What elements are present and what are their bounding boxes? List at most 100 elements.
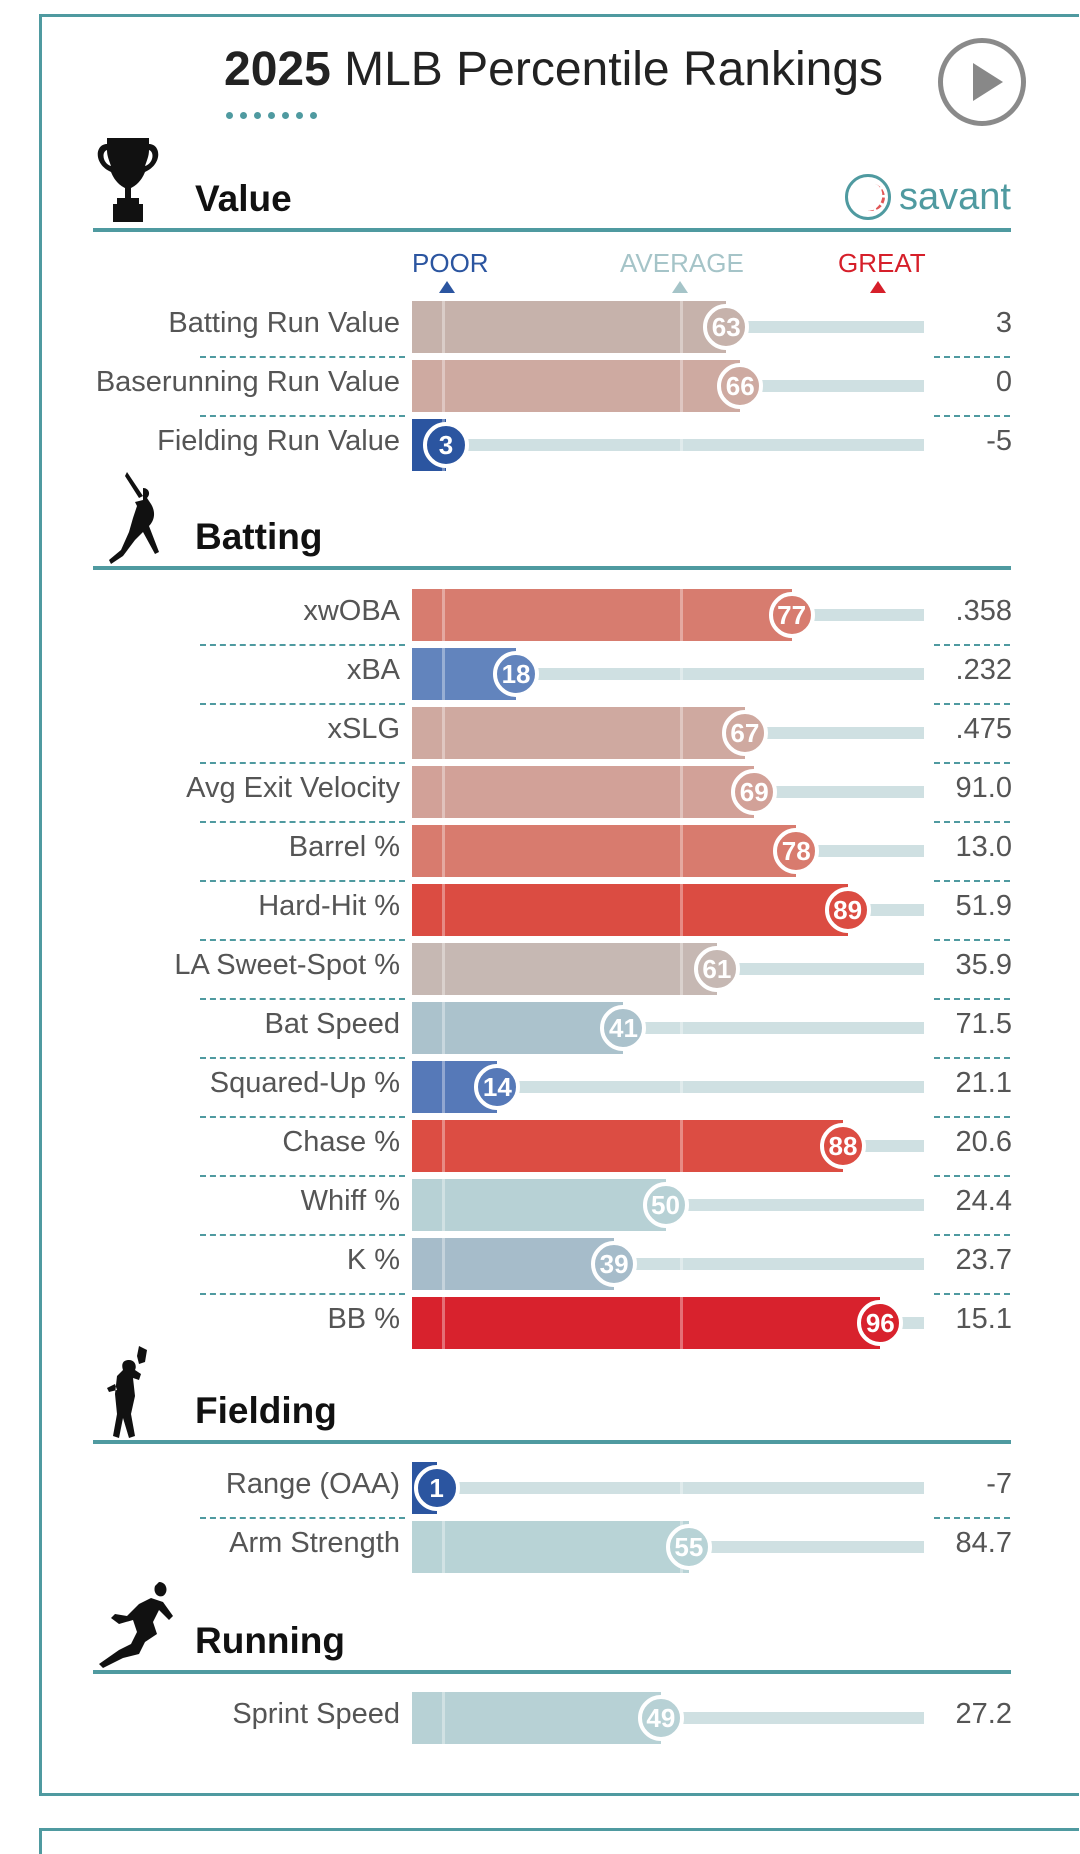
scale-average: AVERAGE [620,248,744,293]
percentile-badge: 14 [474,1064,521,1110]
scale-tick [680,589,683,641]
metric-name: Squared-Up % [209,1067,400,1099]
metric-name: Batting Run Value [168,307,400,339]
scale-tick [680,360,683,412]
percentile-badge: 18 [493,651,540,697]
scale-tick [442,589,445,641]
row-divider [934,415,1010,417]
metric-row[interactable]: Avg Exit Velocity 69 91.0 [0,766,1080,818]
row-divider [200,880,405,882]
metric-row[interactable]: xwOBA 77 .358 [0,589,1080,641]
percentile-track: 14 [412,1061,924,1113]
percentile-bar [412,1179,666,1231]
metric-row[interactable]: Range (OAA) 1 -7 [0,1462,1080,1514]
next-card [39,1828,1079,1854]
percentile-badge: 89 [824,887,871,933]
metric-value: .358 [955,595,1012,627]
scale-poor: POOR [412,248,489,293]
track-line [412,1482,924,1494]
percentile-track: 69 [412,766,924,818]
section-running: Running [93,1582,1011,1674]
percentile-bar [412,301,727,353]
metric-value: 15.1 [955,1303,1012,1335]
percentile-badge: 39 [591,1241,638,1287]
metric-row[interactable]: Baserunning Run Value 66 0 [0,360,1080,412]
scale-tick [442,1002,445,1054]
scale-tick [442,766,445,818]
trophy-icon [97,138,159,222]
metric-row[interactable]: Squared-Up % 14 21.1 [0,1061,1080,1113]
title-underline [226,112,317,119]
metric-name: K % [346,1244,400,1276]
metric-row[interactable]: Whiff % 50 24.4 [0,1179,1080,1231]
metric-value: 91.0 [955,772,1012,804]
scale-tick [442,943,445,995]
metric-row[interactable]: Batting Run Value 63 3 [0,301,1080,353]
metric-row[interactable]: Hard-Hit % 89 51.9 [0,884,1080,936]
metric-row[interactable]: Barrel % 78 13.0 [0,825,1080,877]
scale-tick [680,884,683,936]
row-divider [934,1517,1010,1519]
metric-value: 27.2 [955,1698,1012,1730]
section-label: Batting [195,516,323,557]
metric-name: Range (OAA) [225,1468,400,1500]
metric-row[interactable]: K % 39 23.7 [0,1238,1080,1290]
metric-row[interactable]: Chase % 88 20.6 [0,1120,1080,1172]
scale-tick [442,1297,445,1349]
percentile-track: 67 [412,707,924,759]
metric-row[interactable]: Bat Speed 41 71.5 [0,1002,1080,1054]
percentile-badge: 69 [731,769,778,815]
metric-value: 23.7 [955,1244,1012,1276]
play-icon [973,63,1003,101]
scale-tick [680,1061,683,1113]
scale-tick [442,1238,445,1290]
row-divider [934,1175,1010,1177]
metric-row[interactable]: Fielding Run Value 3 -5 [0,419,1080,471]
metric-name: Barrel % [288,831,400,863]
baseball-icon [845,174,892,220]
savant-logo[interactable]: savant [845,174,1011,220]
percentile-badge: 66 [717,363,764,409]
percentile-badge: 88 [819,1123,866,1169]
row-divider [200,644,405,646]
scale-tick [680,1297,683,1349]
percentile-bar [412,1002,624,1054]
scale-tick [442,360,445,412]
play-button[interactable] [938,38,1026,126]
scale-tick [680,1002,683,1054]
runner-icon [99,1582,173,1668]
row-divider [934,880,1010,882]
row-divider [200,703,405,705]
percentile-badge: 50 [642,1182,689,1228]
row-divider [200,1517,405,1519]
scale-tick [680,825,683,877]
metric-row[interactable]: BB % 96 15.1 [0,1297,1080,1349]
scale-tick [442,1061,445,1113]
track-line [412,439,924,451]
metric-name: Arm Strength [229,1527,400,1559]
row-divider [200,1116,405,1118]
percentile-track: 41 [412,1002,924,1054]
row-divider [200,1057,405,1059]
scale-tick [680,766,683,818]
metric-value: 35.9 [955,949,1012,981]
metric-row[interactable]: Sprint Speed 49 27.2 [0,1692,1080,1744]
metric-row[interactable]: xSLG 67 .475 [0,707,1080,759]
scale-tick [680,1462,683,1514]
metric-row[interactable]: LA Sweet-Spot % 61 35.9 [0,943,1080,995]
percentile-bar [412,707,745,759]
metric-value: -5 [986,425,1012,457]
percentile-track: 3 [412,419,924,471]
section-value: Value savant [93,136,1011,232]
row-divider [200,1234,405,1236]
metric-row[interactable]: xBA 18 .232 [0,648,1080,700]
row-divider [934,1057,1010,1059]
row-divider [934,1116,1010,1118]
percentile-badge: 77 [768,592,815,638]
scale-tick [442,1120,445,1172]
percentile-track: 66 [412,360,924,412]
metric-row[interactable]: Arm Strength 55 84.7 [0,1521,1080,1573]
percentile-bar [412,1120,843,1172]
metric-name: Sprint Speed [232,1698,400,1730]
scale-tick [442,1179,445,1231]
